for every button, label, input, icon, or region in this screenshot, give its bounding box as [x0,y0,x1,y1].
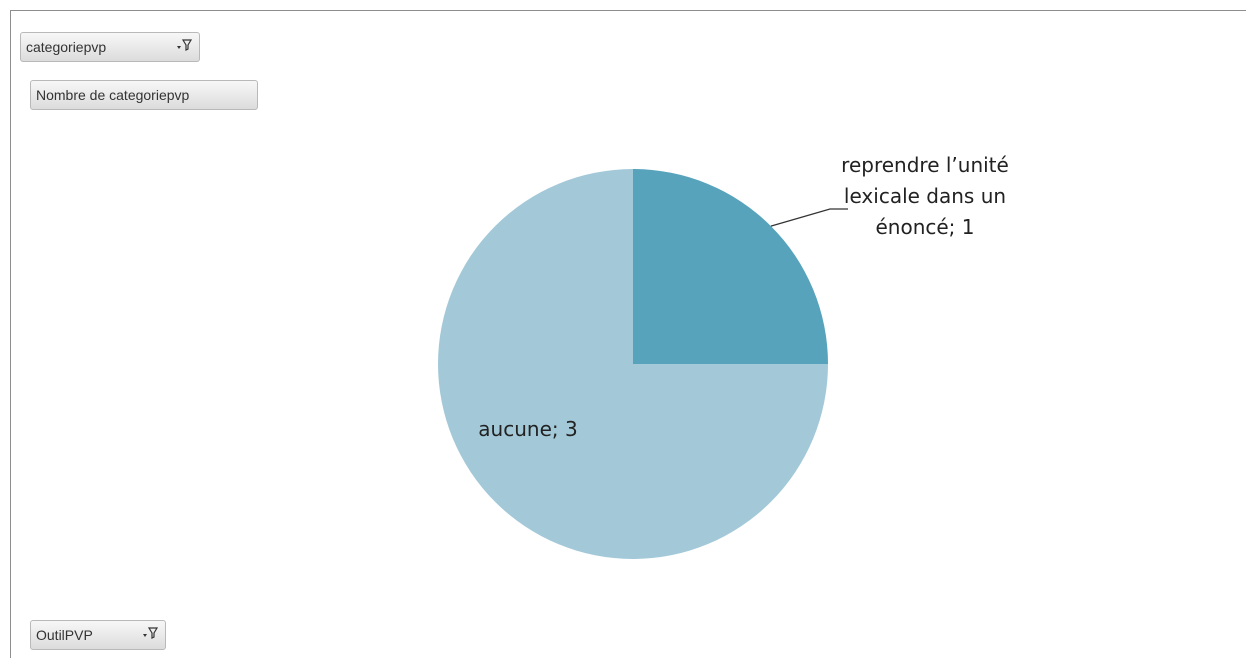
chart-area-border [10,10,1246,658]
pie-data-label: aucune; 3 [478,417,577,441]
filter-dropdown-icon[interactable] [175,37,193,55]
pie-slice[interactable] [438,169,828,559]
value-field-button[interactable]: Nombre de categoriepvp [30,80,258,110]
value-field-label: Nombre de categoriepvp [36,87,190,103]
axis-field-label: OutilPVP [36,627,93,643]
pie-slice[interactable] [633,169,828,364]
filter-field-label: categoriepvp [26,39,107,55]
pie-data-label: reprendre l’unité lexicale dans un énoncé;… [841,153,1009,239]
filter-field-button-categoriepvp[interactable]: categoriepvp [20,32,200,62]
filter-dropdown-icon[interactable] [141,625,159,643]
axis-field-button-outilpvp[interactable]: OutilPVP [30,620,166,650]
data-label-leader-line [770,208,848,227]
